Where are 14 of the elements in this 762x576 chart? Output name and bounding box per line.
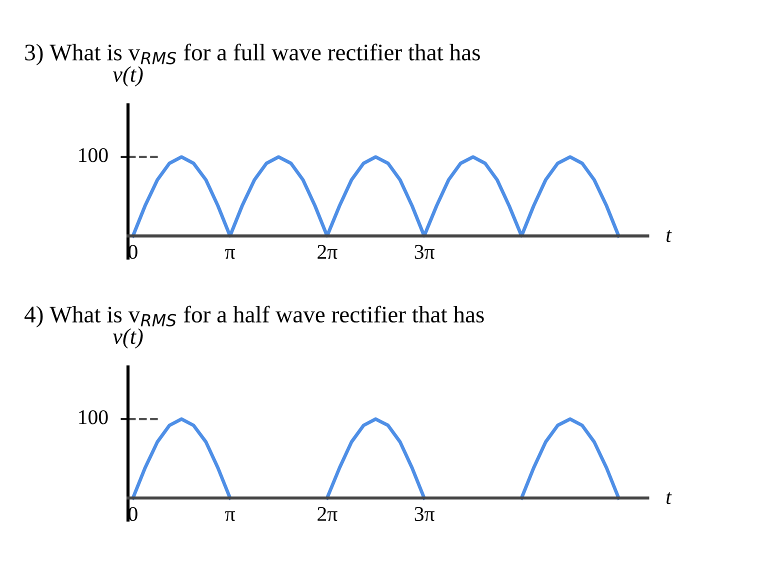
- x-tick-label: 3π: [414, 507, 434, 522]
- x-tick-label: π: [225, 511, 236, 522]
- chart-title: 3) What is v$_{RMS}$ for a full wave rectifier that has: [25, 44, 480, 66]
- y-axis-title: v(t): [112, 66, 143, 86]
- x-tick-label: 3π: [414, 244, 434, 259]
- chart-title: 4) What is v$_{RMS}$ for a half wave rectifier that has: [24, 306, 484, 328]
- text: 100: [79, 410, 108, 424]
- y-axis-title: v(t): [112, 328, 143, 349]
- x-tick-label: 2π: [318, 507, 338, 522]
- x-axis-title: t: [666, 492, 672, 504]
- x-tick-label: π: [225, 249, 236, 259]
- x-tick-label: 2π: [318, 244, 338, 259]
- x-axis-title: t: [666, 230, 672, 242]
- text: 100: [79, 148, 108, 162]
